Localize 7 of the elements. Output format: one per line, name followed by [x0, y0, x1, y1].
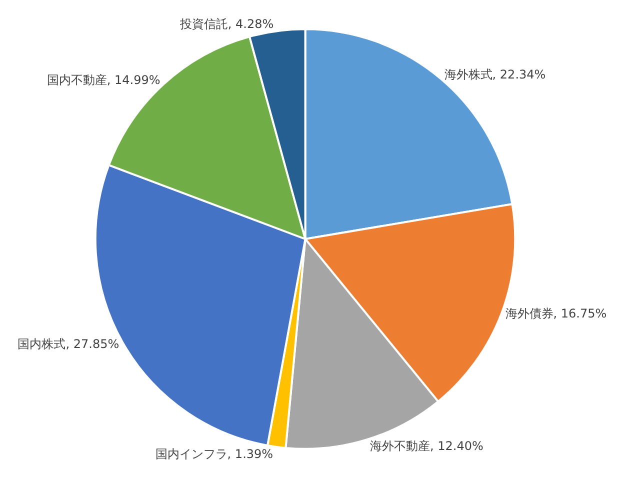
slice-label: 国内インフラ, 1.39%: [155, 446, 274, 461]
slice-label: 国内株式, 27.85%: [18, 337, 120, 352]
slice-label: 投資信託, 4.28%: [178, 17, 274, 32]
slice-label: 海外債券, 16.75%: [505, 306, 607, 321]
slice-label: 海外不動産, 12.40%: [370, 439, 484, 454]
slice-label: 国内不動産, 14.99%: [46, 73, 160, 88]
slice-label: 海外株式, 22.34%: [444, 68, 546, 82]
